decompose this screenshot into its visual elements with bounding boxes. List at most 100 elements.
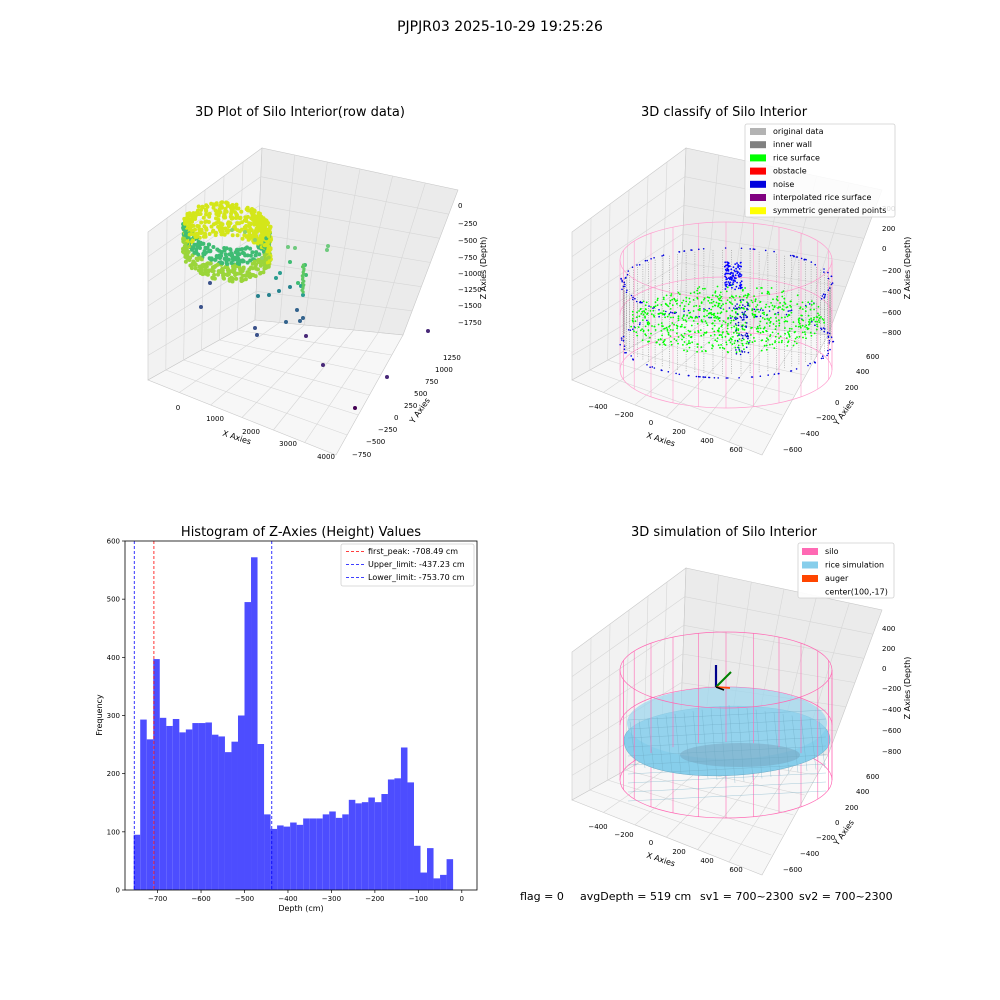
- noise-point: [683, 250, 686, 252]
- rice-surface-point: [718, 294, 721, 296]
- rice-surface-point: [668, 313, 670, 316]
- legend-label: first_peak: -708.49 cm: [368, 547, 458, 556]
- rice-surface-point: [780, 316, 783, 319]
- histogram-x-ticks: −700 −600 −500 −400 −300 −200 −100 0: [148, 890, 464, 903]
- rice-surface-point: [788, 330, 791, 332]
- noise-point: [627, 270, 630, 272]
- rice-surface-point: [735, 295, 737, 297]
- noise-point: [632, 298, 634, 301]
- data-point: [183, 241, 188, 246]
- rice-surface-point: [779, 302, 781, 304]
- rice-surface-point: [648, 340, 650, 343]
- rice-surface-point: [716, 285, 719, 288]
- noise-point: [736, 313, 739, 315]
- data-point: [203, 220, 208, 224]
- rice-surface-point: [694, 317, 697, 319]
- data-point: [204, 227, 209, 232]
- data-point: [245, 270, 250, 275]
- noise-point: [745, 346, 748, 349]
- grid-line: [728, 752, 803, 863]
- noise-point: [828, 332, 831, 335]
- noise-point: [824, 295, 826, 297]
- histogram-bar: [231, 741, 238, 890]
- data-point: [193, 235, 198, 239]
- noise-point: [736, 270, 738, 273]
- rice-surface-point: [660, 304, 663, 306]
- noise-point: [747, 302, 749, 304]
- data-point: [224, 261, 229, 266]
- noise-point: [737, 264, 740, 266]
- noise-point: [820, 357, 823, 360]
- rice-surface-point: [754, 340, 756, 342]
- noise-point: [639, 301, 641, 304]
- noise-point: [726, 261, 728, 263]
- rice-surface-point: [768, 319, 770, 322]
- noise-point: [644, 259, 647, 262]
- rice-surface-point: [685, 320, 688, 323]
- data-point: [235, 233, 240, 238]
- grid-line: [256, 291, 413, 312]
- data-point: [225, 273, 230, 277]
- data-point: [238, 268, 243, 273]
- noise-point: [726, 267, 729, 270]
- data-point: [253, 231, 258, 235]
- rice-surface-point: [695, 316, 698, 318]
- rice-surface-point: [813, 302, 815, 305]
- rice-surface-point: [635, 331, 638, 334]
- rice-surface-point: [769, 322, 771, 324]
- rice-surface-point: [816, 325, 819, 328]
- legend-label: Upper_limit: -437.23 cm: [368, 560, 465, 569]
- rice-surface-point: [714, 304, 717, 307]
- data-point: [211, 245, 216, 249]
- legend-swatch: [750, 207, 766, 215]
- rice-surface-point: [764, 306, 767, 309]
- simulation-z-ticks: 400 200 0 −200 −400 −600 −800: [882, 625, 901, 756]
- noise-point: [620, 278, 622, 280]
- rice-surface-point: [669, 302, 671, 305]
- rice-surface-point: [661, 334, 663, 337]
- x-tick-label: 0: [649, 839, 653, 847]
- mesh-line: [692, 710, 700, 778]
- rice-surface-point: [805, 337, 807, 340]
- y-tick-label: 0: [116, 887, 120, 895]
- noise-point: [790, 370, 793, 372]
- rice-surface-point: [765, 348, 768, 351]
- noise-point: [744, 305, 746, 308]
- z-tick-label: −400: [882, 706, 901, 714]
- rice-surface-point: [775, 317, 777, 319]
- legend-label: center(100,-17): [825, 588, 888, 597]
- rice-surface-point: [795, 325, 797, 328]
- z-tick-label: −200: [882, 685, 901, 693]
- noise-point: [824, 293, 827, 296]
- data-point: [258, 263, 263, 268]
- noise-point: [740, 334, 743, 336]
- rice-surface-point: [650, 306, 652, 308]
- rice-surface-point: [696, 346, 699, 348]
- rice-surface-point: [743, 308, 745, 310]
- rice-surface-point: [716, 329, 719, 332]
- data-point: [199, 220, 204, 225]
- rice-surface-point: [696, 297, 699, 300]
- noise-point: [737, 324, 740, 327]
- histogram-bar: [146, 739, 154, 890]
- rice-surface-point: [634, 320, 637, 323]
- data-point: [248, 246, 253, 251]
- rice-surface-point: [737, 344, 740, 347]
- noise-point: [822, 327, 825, 329]
- rice-surface-point: [719, 291, 722, 294]
- rice-surface-point: [786, 315, 789, 318]
- rice-surface-point: [702, 333, 705, 336]
- noise-point: [736, 339, 739, 342]
- y-tick-label: −200: [816, 834, 835, 842]
- noise-point: [730, 272, 732, 274]
- rice-surface-point: [810, 334, 813, 337]
- histogram-bar: [185, 729, 193, 890]
- noise-point: [632, 328, 634, 331]
- rice-surface-point: [801, 331, 804, 334]
- rice-surface-point: [719, 306, 721, 309]
- histogram-bar: [368, 797, 375, 890]
- rice-surface-point: [802, 319, 805, 322]
- rice-surface-point: [693, 305, 695, 308]
- noise-point: [739, 282, 742, 284]
- rice-surface-point: [690, 324, 693, 327]
